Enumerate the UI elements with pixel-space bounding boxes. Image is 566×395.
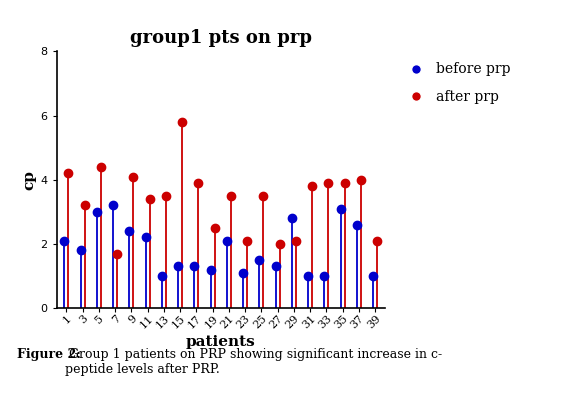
Y-axis label: cp: cp: [22, 170, 36, 190]
Text: Figure 2:: Figure 2:: [17, 348, 81, 361]
Text: Group 1 patients on PRP showing significant increase in c-
peptide levels after : Group 1 patients on PRP showing signific…: [65, 348, 442, 376]
Title: group1 pts on prp: group1 pts on prp: [130, 29, 312, 47]
Legend: before prp, after prp: before prp, after prp: [398, 58, 514, 109]
X-axis label: patients: patients: [186, 335, 256, 349]
